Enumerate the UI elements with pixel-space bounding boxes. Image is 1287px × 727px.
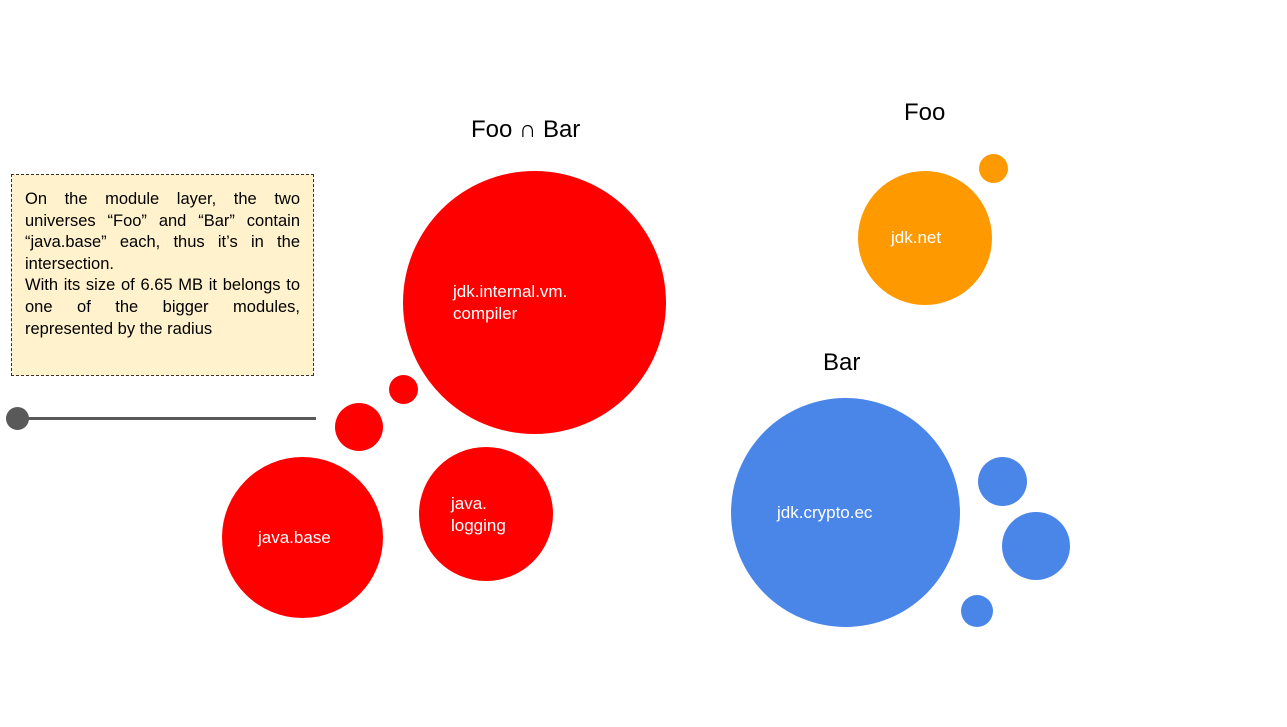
intersection-title: Foo ∩ Bar [471,116,581,143]
bubble-small-blue[interactable] [978,457,1027,506]
slider-track[interactable] [17,417,316,420]
bubble-small-blue[interactable] [961,595,993,627]
bubble-small-red[interactable] [335,403,383,451]
bubble-label-jdk-crypto-ec: jdk.crypto.ec [777,503,873,522]
bubble-jdk-crypto-ec[interactable] [731,398,960,627]
callout-note: On the module layer, the two universes “… [11,174,314,376]
bubble-java-logging[interactable] [419,447,553,581]
bubble-java-base[interactable] [222,457,383,618]
foo-title: Foo [904,99,946,126]
callout-paragraph: On the module layer, the two universes “… [25,190,300,273]
bubble-jdk-net[interactable] [858,171,992,305]
bubble-label-jdk-net: jdk.net [891,228,942,247]
label-line: java. [451,494,487,513]
bubble-label-jdk-internal-vm-compiler: jdk.internal.vm. compiler [453,281,567,325]
bubble-label-java-logging: java. logging [451,493,506,537]
label-line: jdk.internal.vm. [453,282,568,301]
label-line: logging [451,516,506,535]
label-line: compiler [453,304,518,323]
callout-paragraph: With its size of 6.65 MB it belongs to o… [25,276,300,338]
bar-title: Bar [823,349,861,376]
bubble-small-red[interactable] [389,375,418,404]
bubble-small-blue[interactable] [1002,512,1070,580]
bubble-label-java-base: java.base [258,528,331,547]
slider-handle-icon[interactable] [6,407,29,430]
bubble-small-orange[interactable] [979,154,1008,183]
bubble-jdk-internal-vm-compiler[interactable] [403,171,666,434]
